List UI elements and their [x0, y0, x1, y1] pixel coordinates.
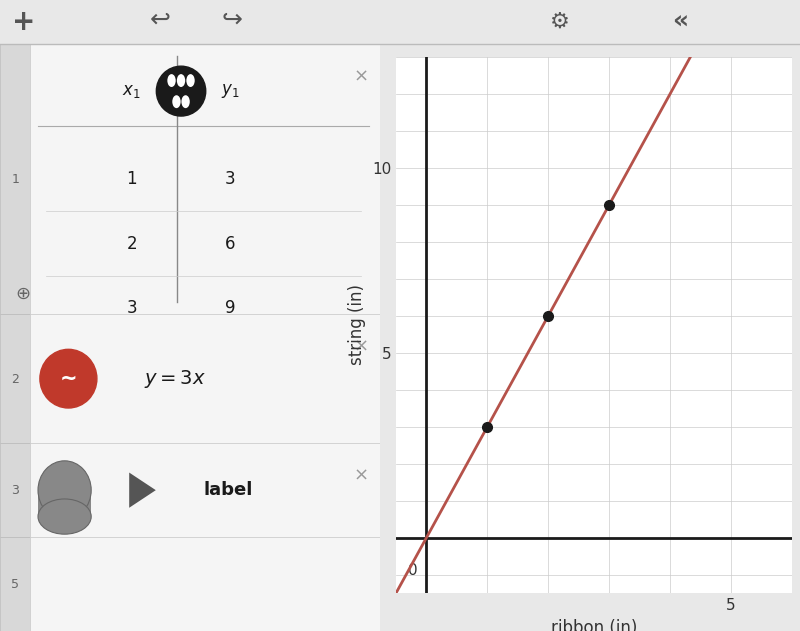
Text: ↩: ↩ [150, 8, 170, 32]
Text: 1: 1 [126, 170, 137, 188]
Text: ~: ~ [59, 369, 78, 389]
Text: +: + [12, 8, 36, 36]
Text: 2: 2 [11, 373, 19, 386]
Text: 6: 6 [225, 235, 236, 252]
Bar [0, 443, 30, 537]
Text: ⚙: ⚙ [550, 12, 570, 32]
Text: 9: 9 [225, 299, 236, 317]
Text: 2: 2 [126, 235, 137, 252]
Ellipse shape [156, 66, 206, 116]
Text: 0: 0 [408, 563, 418, 579]
Text: label: label [203, 481, 253, 499]
Circle shape [177, 74, 186, 87]
Bar [30, 537, 380, 631]
Text: $x_1$: $x_1$ [122, 82, 141, 100]
Ellipse shape [38, 461, 91, 519]
Bar [0, 314, 30, 443]
Bar [0, 44, 30, 314]
Bar [30, 314, 380, 443]
Text: 3: 3 [225, 170, 236, 188]
Text: 3: 3 [11, 485, 19, 497]
Circle shape [167, 74, 176, 87]
Text: 1: 1 [11, 174, 19, 186]
Circle shape [172, 95, 181, 108]
Text: $y = 3x$: $y = 3x$ [144, 368, 206, 390]
Text: ⊕: ⊕ [15, 285, 30, 303]
X-axis label: ribbon (in): ribbon (in) [551, 618, 637, 631]
Text: ×: × [354, 338, 369, 356]
Text: «: « [672, 10, 688, 34]
Circle shape [182, 95, 190, 108]
Polygon shape [130, 473, 156, 508]
Text: ×: × [354, 467, 369, 485]
Bar [30, 443, 380, 537]
Text: ↪: ↪ [222, 8, 242, 32]
Text: ×: × [354, 68, 369, 86]
Text: 3: 3 [126, 299, 137, 317]
Text: 5: 5 [11, 578, 19, 591]
Circle shape [186, 74, 194, 87]
Bar [38, 490, 91, 517]
Text: $y_1$: $y_1$ [221, 82, 240, 100]
Bar [30, 44, 380, 314]
Bar [0, 537, 30, 631]
Ellipse shape [40, 350, 97, 408]
Y-axis label: string (in): string (in) [348, 285, 366, 365]
Ellipse shape [38, 499, 91, 534]
